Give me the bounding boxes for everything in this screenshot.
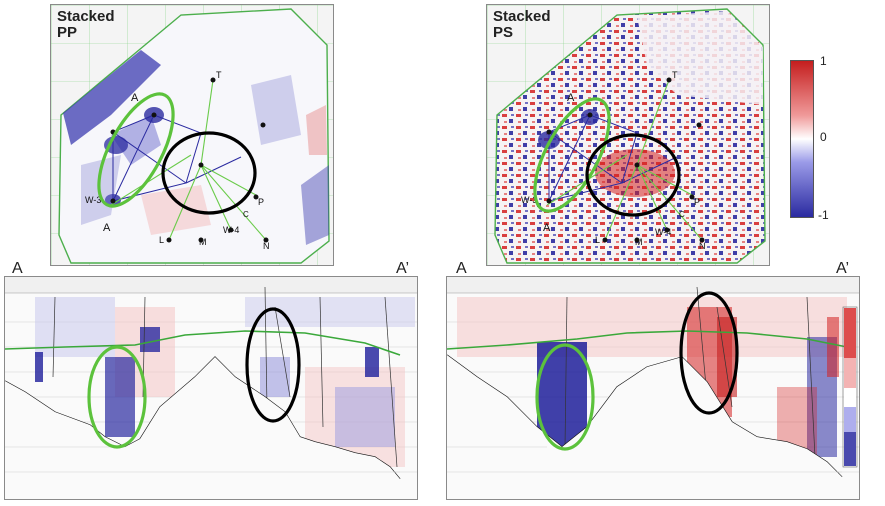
pp-well-label-c: C [243,210,249,219]
pp-section-start-label: A [12,260,23,277]
ps-seismic-section [446,276,860,500]
pp-well-label-p: P [258,197,264,207]
ps-green-horizon [447,330,848,350]
pp-section-green-ellipse [87,345,147,449]
pp-section-end-bottom: A [103,222,111,234]
ps-section-end-top: A [567,92,575,104]
pp-seismic-section [4,276,418,500]
ps-section-green-ellipse [535,343,595,451]
pp-amplitude-map: T W-3 W-4 L M N P C A A Stacked PP [50,4,334,266]
ps-section-start-label: A [456,260,467,277]
pp-well-label-t: T [216,70,222,80]
ps-black-highlight-ellipse [585,133,681,217]
ps-map-canvas: T W-3 W-4 L M N P C A A [487,5,769,265]
ps-map-title: Stacked PS [493,8,551,41]
colorbar-max-label: 1 [820,54,827,68]
colorbar-min-label: -1 [818,208,829,222]
pp-well-label-l: L [159,235,164,245]
pp-green-horizon [5,330,401,356]
pp-well-label-w3: W-3 [85,195,101,205]
ps-section-canvas [447,277,859,499]
ps-well-paths [548,114,678,202]
pp-well-label-m: M [199,237,207,247]
pp-section-end-label: A’ [396,260,410,277]
ps-well-label-w3: W-3 [521,195,537,205]
ps-section-end-label: A’ [836,260,850,277]
ps-well-label-c: C [679,210,685,219]
ps-green-highlight-ellipse [533,97,611,213]
pp-section-canvas [5,277,417,499]
pp-section-black-ellipse [245,307,301,423]
ps-amplitude-map: T W-3 W-4 L M N P C A A Stacked PS [486,4,770,266]
ps-well-label-n: N [699,241,706,251]
amplitude-colorbar [790,60,814,218]
pp-map-title: Stacked PP [57,8,115,41]
colorbar-mid-label: 0 [820,130,827,144]
pp-map-canvas: T W-3 W-4 L M N P C A A [51,5,333,265]
ps-section-black-ellipse [679,291,739,415]
pp-black-highlight-ellipse [161,131,257,215]
pp-well-label-w4: W-4 [223,225,239,235]
ps-well-label-l: L [595,235,600,245]
pp-well-label-n: N [263,241,270,251]
ps-well-label-m: M [635,237,643,247]
ps-well-label-t: T [672,70,678,80]
pp-section-end-top: A [131,92,139,104]
ps-well-label-w4: W-4 [655,227,671,237]
pp-green-highlight-ellipse [97,92,175,208]
ps-well-label-p: P [694,197,700,207]
ps-section-end-bottom: A [543,222,551,234]
